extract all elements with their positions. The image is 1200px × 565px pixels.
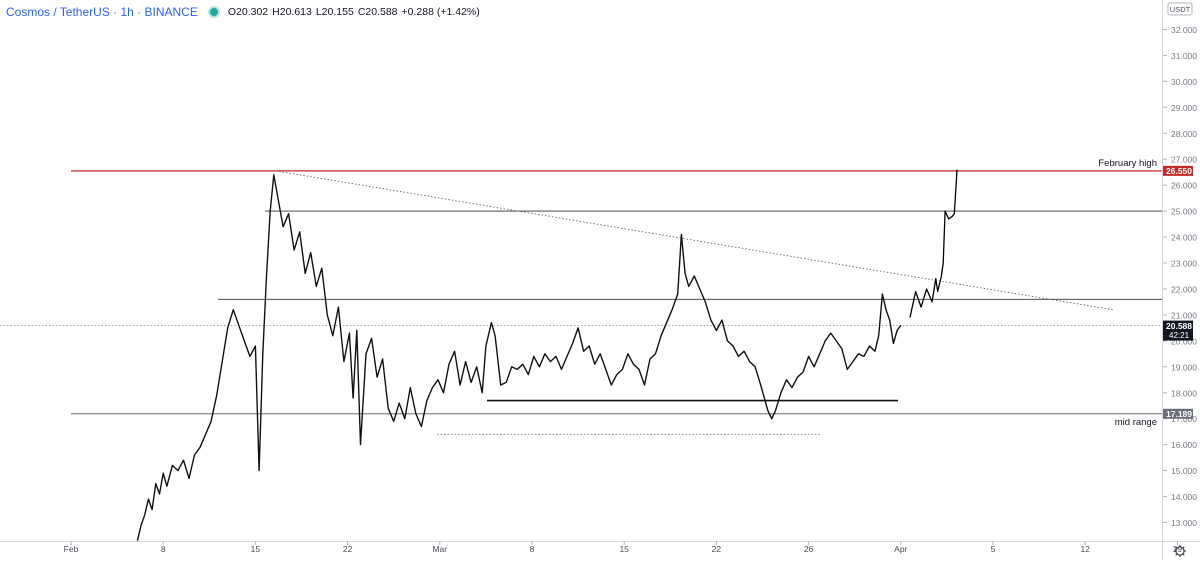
projection-path[interactable] (909, 169, 958, 318)
symbol-title[interactable]: Cosmos / TetherUS · 1h · BINANCE (6, 5, 198, 19)
y-tick-label: 30.000 (1171, 77, 1197, 87)
x-tick-label: 15 (619, 544, 629, 554)
y-tick-label: 23.000 (1171, 259, 1197, 269)
x-tick-label: 5 (991, 544, 996, 554)
gear-icon[interactable] (1174, 545, 1186, 557)
x-tick-label: 12 (1080, 544, 1090, 554)
x-tick-label: 26 (804, 544, 814, 554)
x-tick-label: 19 (1173, 544, 1183, 554)
y-tick-label: 26.000 (1171, 181, 1197, 191)
x-tick-label: Feb (64, 544, 79, 554)
y-tick-label: 21.000 (1171, 310, 1197, 320)
y-tick-label: 17.000 (1171, 414, 1197, 424)
february-high-price-tag-bg (1163, 165, 1193, 176)
x-tick-label: Apr (894, 544, 907, 554)
gear-icon-tooth (1175, 553, 1178, 556)
gear-icon-tooth (1182, 546, 1185, 549)
y-tick-label: 14.000 (1171, 492, 1197, 502)
ohlc-low: L20.155 (315, 6, 354, 18)
currency-badge-frame[interactable] (1167, 2, 1193, 16)
ohlc-high: H20.613 (272, 6, 312, 18)
gear-icon-tooth (1175, 546, 1178, 549)
x-tick-label: 15 (251, 544, 261, 554)
y-tick-label: 27.000 (1171, 155, 1197, 165)
y-tick-label: 22.000 (1171, 284, 1197, 294)
mid-range-price-tag: 17.189 (1166, 409, 1192, 419)
ohlc-change: +0.288 (+1.42%) (401, 6, 480, 18)
price-series-line[interactable] (136, 174, 902, 541)
mid-range-label: mid range (1115, 417, 1157, 428)
y-tick-label: 16.000 (1171, 440, 1197, 450)
gear-icon-tooth (1182, 553, 1185, 556)
february-high-label: February high (1098, 158, 1157, 169)
ohlc-close: C20.588 (357, 6, 398, 18)
y-tick-label: 31.000 (1171, 51, 1197, 61)
current-price-tag-bg (1163, 320, 1193, 341)
descending-trendline[interactable] (275, 170, 1113, 311)
x-tick-label: 22 (712, 544, 722, 554)
x-tick-label: Mar (432, 544, 447, 554)
y-tick-label: 18.000 (1171, 388, 1197, 398)
chart-header: Cosmos / TetherUS · 1h · BINANCE O20.302… (6, 4, 484, 20)
y-tick-label: 32.000 (1171, 25, 1197, 35)
february-high-price-tag: 26.550 (1166, 166, 1192, 176)
x-tick-label: 8 (530, 544, 535, 554)
x-tick-label: 22 (343, 544, 353, 554)
y-tick-label: 15.000 (1171, 466, 1197, 476)
countdown-timer: 42:21 (1169, 331, 1190, 340)
current-price-tag: 20.588 (1166, 321, 1192, 331)
y-tick-label: 20.000 (1171, 336, 1197, 346)
y-tick-label: 25.000 (1171, 207, 1197, 217)
y-tick-label: 19.000 (1171, 362, 1197, 372)
mid-range-price-tag-bg (1163, 408, 1193, 419)
y-tick-label: 24.000 (1171, 233, 1197, 243)
y-tick-label: 29.000 (1171, 103, 1197, 113)
ohlc-open: O20.302 (227, 6, 269, 18)
y-tick-label: 13.000 (1171, 518, 1197, 528)
currency-badge: USDT (1170, 5, 1191, 14)
x-tick-label: 8 (161, 544, 166, 554)
y-tick-label: 28.000 (1171, 129, 1197, 139)
market-status-icon (209, 8, 218, 16)
